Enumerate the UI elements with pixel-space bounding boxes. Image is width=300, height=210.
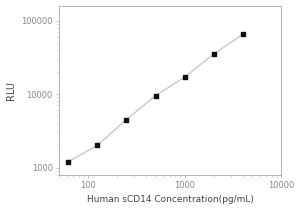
X-axis label: Human sCD14 Concentration(pg/mL): Human sCD14 Concentration(pg/mL): [87, 196, 254, 205]
Point: [66, 160, 70, 163]
Point: [124, 118, 129, 121]
Point: [211, 52, 216, 56]
Point: [153, 94, 158, 97]
Point: [182, 75, 187, 79]
Point: [240, 33, 245, 36]
Y-axis label: RLU: RLU: [6, 81, 16, 100]
Point: [95, 144, 100, 147]
